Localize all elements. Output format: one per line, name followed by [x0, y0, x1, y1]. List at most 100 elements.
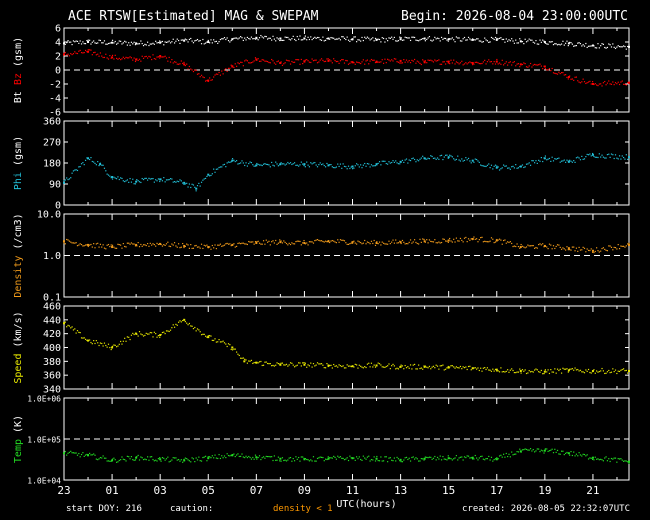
data-point [157, 56, 159, 58]
data-point [89, 158, 91, 161]
data-point [87, 41, 90, 43]
data-point [393, 365, 395, 367]
data-point [494, 241, 497, 243]
data-point [303, 362, 305, 364]
data-point [525, 448, 528, 451]
data-point [350, 457, 352, 459]
data-point [94, 51, 96, 53]
data-point [144, 177, 146, 180]
data-point [298, 240, 300, 242]
data-point [625, 369, 627, 372]
data-point [498, 238, 501, 240]
data-point [234, 63, 236, 65]
x-tick-label: 13 [394, 484, 407, 497]
data-point [411, 59, 413, 61]
data-point [302, 242, 304, 244]
data-point [187, 324, 189, 326]
data-point [608, 43, 610, 45]
data-point [106, 346, 108, 348]
data-point [573, 451, 575, 453]
data-point [578, 452, 580, 454]
data-point [122, 458, 124, 460]
data-point [206, 244, 208, 246]
data-point [140, 40, 142, 42]
data-point [245, 359, 247, 361]
data-point [83, 42, 85, 45]
data-point [303, 457, 305, 460]
data-point [397, 368, 400, 370]
data-point [415, 457, 417, 459]
data-point [507, 40, 509, 42]
data-point [373, 239, 375, 242]
data-point [562, 72, 564, 74]
data-point [413, 239, 416, 241]
data-point [427, 37, 429, 39]
data-point [175, 457, 177, 459]
data-point [517, 63, 520, 65]
data-point [384, 366, 386, 369]
data-point [219, 341, 222, 343]
data-point [268, 455, 270, 458]
data-point [552, 371, 555, 373]
data-point [546, 43, 548, 45]
data-point [501, 38, 503, 41]
data-point [125, 41, 127, 43]
data-point [122, 180, 124, 182]
data-point [261, 457, 263, 459]
data-point [476, 368, 478, 370]
data-point [303, 164, 305, 167]
data-point [269, 244, 271, 246]
data-point [574, 45, 576, 47]
data-point [192, 42, 195, 44]
data-point [459, 160, 462, 162]
data-point [279, 62, 282, 64]
data-point [368, 163, 370, 165]
data-point [95, 458, 97, 460]
data-point [323, 460, 325, 462]
y-tick-label: 0 [55, 201, 61, 212]
data-point [455, 158, 457, 161]
data-point [357, 240, 359, 242]
data-point [308, 166, 311, 168]
data-point [563, 74, 565, 76]
data-point [156, 56, 158, 58]
data-point [376, 164, 378, 166]
data-point [357, 367, 359, 369]
data-point [207, 80, 209, 83]
data-point [596, 370, 598, 372]
data-point [569, 248, 571, 251]
data-point [156, 180, 158, 182]
data-point [573, 79, 575, 81]
data-point [134, 332, 137, 334]
data-point [587, 81, 590, 83]
data-point [211, 455, 213, 457]
data-point [457, 155, 459, 157]
y-axis-label: Bt Bz (gsm) [13, 37, 24, 103]
data-point [229, 67, 231, 69]
data-point [436, 365, 439, 367]
data-point [618, 248, 621, 250]
data-point [242, 456, 244, 458]
data-point [213, 39, 215, 41]
data-point [625, 154, 627, 156]
y-axis-label: Density (/cm3) [13, 213, 24, 297]
data-point [261, 59, 263, 61]
data-point [378, 38, 381, 41]
data-point [202, 179, 204, 181]
data-point [478, 239, 480, 241]
data-point [563, 453, 565, 456]
data-point [152, 243, 154, 245]
data-point [257, 240, 259, 242]
data-point [473, 39, 475, 41]
data-point [581, 81, 583, 83]
data-point [314, 161, 316, 164]
data-point [133, 459, 135, 461]
data-point [536, 43, 538, 45]
data-point [531, 370, 533, 373]
data-point [489, 167, 491, 169]
data-point [416, 242, 418, 245]
data-point [467, 62, 470, 64]
data-point [148, 177, 150, 179]
data-point [333, 455, 335, 457]
data-point [91, 160, 93, 163]
